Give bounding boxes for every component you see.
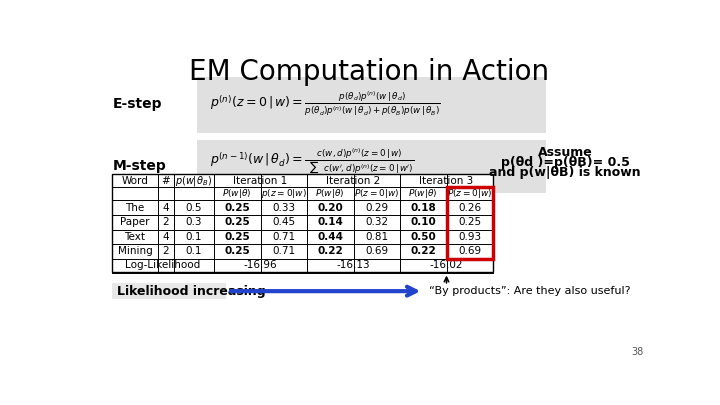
Text: 4: 4 — [163, 202, 169, 213]
Text: 0.14: 0.14 — [318, 217, 343, 227]
Text: 0.81: 0.81 — [365, 232, 388, 242]
Text: Iteration 2: Iteration 2 — [326, 176, 381, 185]
FancyArrowPatch shape — [444, 277, 449, 283]
Text: 0.5: 0.5 — [186, 202, 202, 213]
Text: 0.50: 0.50 — [410, 232, 436, 242]
Bar — [112, 174, 493, 272]
Text: 2: 2 — [163, 217, 169, 227]
Text: 2: 2 — [163, 247, 169, 256]
Text: 0.45: 0.45 — [272, 217, 295, 227]
Text: Paper: Paper — [120, 217, 150, 227]
Text: 0.22: 0.22 — [318, 247, 343, 256]
Text: Word: Word — [122, 176, 148, 185]
Text: 0.33: 0.33 — [272, 202, 295, 213]
Text: $p(w|\theta_B)$: $p(w|\theta_B)$ — [175, 174, 212, 188]
Text: 38: 38 — [631, 347, 644, 356]
Text: 0.25: 0.25 — [225, 232, 250, 242]
Text: 0.69: 0.69 — [365, 247, 388, 256]
Text: 0.20: 0.20 — [318, 202, 343, 213]
Text: Log-Likelihood: Log-Likelihood — [125, 260, 200, 271]
Text: 0.25: 0.25 — [458, 217, 481, 227]
Text: 0.71: 0.71 — [272, 247, 295, 256]
Text: 0.71: 0.71 — [272, 232, 295, 242]
Text: 0.25: 0.25 — [225, 247, 250, 256]
Text: #: # — [161, 176, 171, 185]
Text: $P(w|\theta)$: $P(w|\theta)$ — [222, 187, 252, 200]
Text: $P(w|\theta)$: $P(w|\theta)$ — [408, 187, 438, 200]
Text: 0.10: 0.10 — [410, 217, 436, 227]
FancyBboxPatch shape — [197, 140, 546, 193]
FancyBboxPatch shape — [197, 77, 546, 133]
Text: $P(w|\theta)$: $P(w|\theta)$ — [315, 187, 345, 200]
Text: 0.29: 0.29 — [365, 202, 388, 213]
Text: and p(w|θB) is known: and p(w|θB) is known — [490, 166, 641, 179]
Text: 0.44: 0.44 — [318, 232, 343, 242]
Text: Mining: Mining — [117, 247, 153, 256]
Text: -16.02: -16.02 — [430, 260, 463, 271]
Bar — [446, 187, 493, 259]
Text: $P(z{=}0|w)$: $P(z{=}0|w)$ — [447, 187, 492, 200]
Text: 4: 4 — [163, 232, 169, 242]
Text: p(θd )=p(θB)= 0.5: p(θd )=p(θB)= 0.5 — [500, 156, 629, 169]
FancyBboxPatch shape — [112, 284, 226, 299]
Text: $p(z{=}0|w)$: $p(z{=}0|w)$ — [261, 187, 307, 200]
Text: 0.26: 0.26 — [458, 202, 481, 213]
Text: Assume: Assume — [538, 146, 593, 159]
Text: Text: Text — [125, 232, 145, 242]
Text: $p^{(n-1)}(w\,|\,\theta_d)=\frac{c(w,d)p^{(n)}(z=0\,|\,w)}{\sum_{w^{\prime}\in V: $p^{(n-1)}(w\,|\,\theta_d)=\frac{c(w,d)p… — [210, 147, 415, 184]
Text: 0.1: 0.1 — [186, 232, 202, 242]
Text: 0.32: 0.32 — [365, 217, 388, 227]
Text: 0.22: 0.22 — [410, 247, 436, 256]
Text: 0.1: 0.1 — [186, 247, 202, 256]
Text: $P(z{=}0|w)$: $P(z{=}0|w)$ — [354, 187, 400, 200]
Text: “By products”: Are they also useful?: “By products”: Are they also useful? — [429, 286, 631, 296]
Text: 0.25: 0.25 — [225, 217, 250, 227]
FancyArrowPatch shape — [230, 287, 416, 296]
Text: Iteration 3: Iteration 3 — [419, 176, 474, 185]
Text: -16.13: -16.13 — [337, 260, 370, 271]
Text: M-step: M-step — [113, 159, 167, 173]
Text: Likelihood increasing: Likelihood increasing — [117, 285, 266, 298]
Text: E-step: E-step — [113, 97, 163, 111]
Text: 0.3: 0.3 — [186, 217, 202, 227]
Text: 0.18: 0.18 — [410, 202, 436, 213]
Text: -16.96: -16.96 — [243, 260, 277, 271]
Text: $p^{(n)}(z=0\,|\,w)=\frac{p(\theta_d)p^{(n)}(w\,|\,\theta_d)}{p(\theta_d)p^{(n)}: $p^{(n)}(z=0\,|\,w)=\frac{p(\theta_d)p^{… — [210, 90, 441, 118]
Text: The: The — [125, 202, 145, 213]
Text: Iteration 1: Iteration 1 — [233, 176, 287, 185]
Text: 0.69: 0.69 — [458, 247, 481, 256]
Text: 0.93: 0.93 — [458, 232, 481, 242]
Text: EM Computation in Action: EM Computation in Action — [189, 58, 549, 86]
Text: 0.25: 0.25 — [225, 202, 250, 213]
